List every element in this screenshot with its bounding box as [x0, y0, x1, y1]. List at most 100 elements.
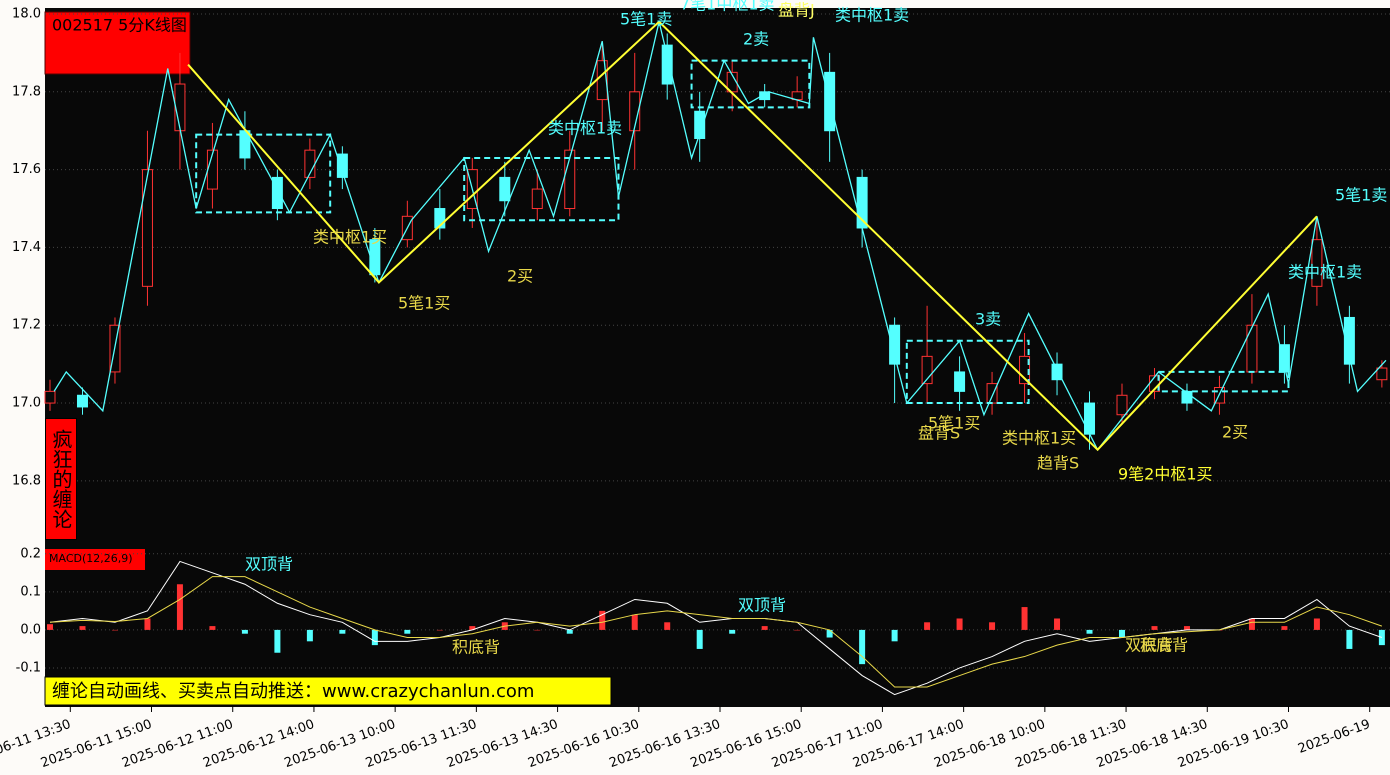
candle-body: [336, 153, 348, 178]
signal-label: 9笔2中枢1买: [1118, 465, 1213, 484]
signal-label: 5笔1买: [398, 294, 450, 313]
macd-bar: [371, 629, 378, 646]
banner-box: [44, 676, 612, 706]
x-tick-label: 2025-06-19: [1296, 717, 1372, 757]
macd-bar: [859, 629, 866, 665]
macd-bar: [729, 629, 736, 634]
macd-bar: [436, 629, 443, 631]
candle-body: [44, 390, 56, 404]
signal-label: 类中枢1卖: [835, 6, 909, 25]
macd-bar: [1086, 629, 1093, 634]
macd-bar: [469, 626, 476, 630]
macd-bar: [761, 626, 768, 630]
y-tick-label: 17.6: [12, 162, 41, 177]
macd-bar: [989, 622, 996, 630]
divergence-label: 双底背: [1125, 636, 1173, 655]
macd-bar: [1248, 618, 1255, 630]
macd-bar: [111, 629, 118, 631]
macd-bar: [924, 622, 931, 630]
hub-box: [905, 339, 1030, 405]
macd-bar: [696, 629, 703, 649]
macd-bar: [1119, 629, 1125, 638]
macd-bar: [826, 629, 833, 638]
signal-label: 盘背S: [918, 424, 960, 443]
candle-body: [954, 371, 966, 392]
divergence-label: 积底背: [1140, 636, 1188, 655]
macd-bar: [1313, 618, 1320, 630]
candle-body: [759, 91, 771, 101]
signal-label: 2买: [1222, 423, 1248, 442]
macd-bar: [891, 629, 898, 642]
segment-line: [187, 20, 1318, 452]
y-tick-label: 0.1: [20, 584, 41, 599]
macd-bar: [534, 629, 541, 631]
candle-body: [531, 188, 543, 210]
candle-body: [661, 44, 673, 85]
candle-body: [141, 169, 153, 287]
macd-bar: [664, 622, 671, 630]
side-label: 疯狂的缠论: [45, 418, 77, 540]
y-tick-label: 18.0: [12, 7, 41, 22]
macd-bar: [566, 629, 573, 634]
y-tick-label: 0.2: [20, 546, 41, 561]
macd-bar: [306, 629, 313, 642]
dea-line: [49, 576, 1383, 688]
candle-body: [76, 394, 88, 408]
y-tick-label: 0.0: [20, 622, 41, 637]
macd-bar: [47, 624, 53, 630]
candle-body: [1246, 324, 1258, 373]
divergence-label: 双顶背: [738, 596, 786, 615]
signal-label: 趋背S: [1037, 454, 1079, 473]
macd-bar: [176, 584, 183, 630]
hub-box: [463, 156, 620, 222]
candle-body: [499, 176, 511, 202]
divergence-label: 积底背: [452, 638, 500, 657]
macd-bar: [404, 629, 411, 634]
candle-body: [1343, 316, 1355, 365]
candle-body: [1116, 394, 1128, 416]
candle-body: [1311, 239, 1323, 287]
candle-body: [629, 91, 641, 132]
candle-body: [889, 324, 901, 365]
macd-bar: [1183, 626, 1190, 630]
signal-label: 7笔1中枢1卖: [680, 0, 775, 14]
y-tick-label: 16.8: [12, 473, 41, 488]
divergence-label: 双顶背: [245, 555, 293, 574]
macd-bar: [274, 629, 281, 653]
signal-label: 5笔1卖: [1335, 186, 1387, 205]
title-box: [44, 11, 191, 75]
candle-body: [564, 149, 576, 210]
candle-body: [1376, 367, 1388, 381]
macd-bar: [79, 626, 86, 630]
y-tick-label: 17.4: [12, 240, 41, 255]
y-tick-label: 17.8: [12, 84, 41, 99]
signal-label: 类中枢1买: [1002, 429, 1076, 448]
signal-label: 3卖: [975, 310, 1001, 329]
candle-body: [434, 208, 446, 229]
y-tick-label: 17.0: [12, 396, 41, 411]
candle-body: [986, 383, 998, 404]
hub-box: [690, 59, 811, 109]
macd-bar: [209, 626, 216, 630]
banner: 缠论自动画线、买卖点自动推送：www.crazychanlun.com: [52, 681, 534, 702]
candle-body: [921, 355, 933, 385]
hub-box: [1157, 370, 1290, 393]
macd-bar: [144, 618, 151, 630]
macd-bar: [631, 614, 638, 630]
macd-bar: [956, 618, 963, 630]
macd-bar: [599, 610, 606, 630]
signal-label: 2买: [507, 267, 533, 286]
macd-bar: [339, 629, 346, 634]
chart-title: 002517 5分K线图: [52, 16, 187, 35]
hub-box: [195, 133, 332, 214]
signal-label: 盘背J: [778, 1, 815, 20]
signal-label: 类中枢1卖: [548, 119, 622, 138]
candle-body: [369, 239, 381, 276]
signal-label: 5笔1卖: [620, 10, 672, 29]
stroke-line: [53, 21, 1387, 451]
candle-body: [1084, 402, 1096, 435]
plot-background: [45, 8, 1390, 707]
macd-bar: [1346, 629, 1353, 649]
